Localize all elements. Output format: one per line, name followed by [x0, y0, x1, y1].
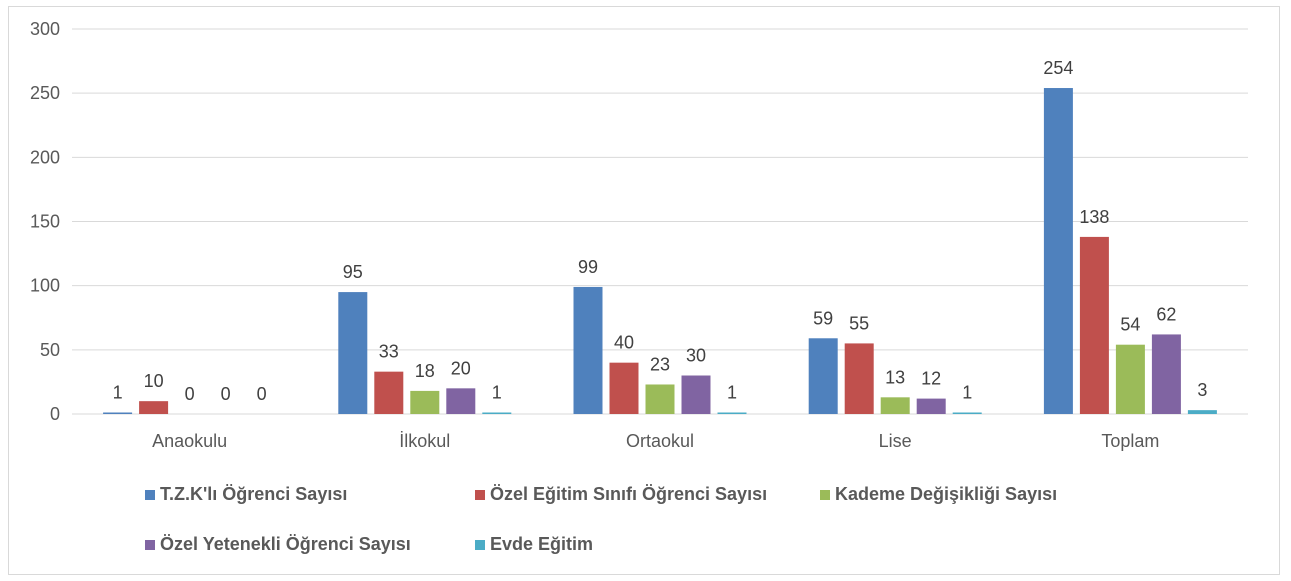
y-tick-label: 250 [30, 83, 60, 103]
legend-swatch [145, 489, 155, 500]
y-tick-label: 50 [40, 340, 60, 360]
legend-label: Özel Eğitim Sınıfı Öğrenci Sayısı [490, 484, 768, 504]
data-label: 54 [1120, 315, 1140, 335]
bar [609, 362, 639, 414]
data-label: 30 [686, 346, 706, 366]
bar [1043, 88, 1073, 415]
bar [446, 388, 476, 414]
y-tick-label: 150 [30, 212, 60, 232]
data-label: 0 [185, 384, 195, 404]
x-category-label: Lise [879, 431, 912, 451]
bar [880, 397, 910, 414]
bar [410, 390, 440, 414]
bar [103, 412, 133, 414]
data-label: 3 [1197, 380, 1207, 400]
legend-item: Özel Eğitim Sınıfı Öğrenci Sayısı [475, 484, 767, 505]
data-label: 20 [451, 358, 471, 378]
legend-label: Evde Eğitim [490, 534, 594, 554]
data-label: 1 [962, 383, 972, 403]
data-labels: 1 10 0 0 0 95 33 18 20 1 99 40 23 30 1 59 55 13 12 1 254 138 5… [113, 58, 1208, 404]
data-label: 1 [113, 383, 123, 403]
legend-label: T.Z.K'lı Öğrenci Sayısı [160, 484, 348, 504]
data-label: 99 [578, 257, 598, 277]
y-tick-label: 100 [30, 276, 60, 296]
y-tick-label: 300 [30, 19, 60, 39]
legend-item: Kademe Değişikliği Sayısı [820, 484, 1057, 505]
y-axis-ticks: 0 50 100 150 200 250 300 [30, 19, 60, 424]
data-label: 33 [379, 342, 399, 362]
data-label: 55 [849, 313, 869, 333]
bar [844, 343, 874, 414]
legend-label: Özel Yetenekli Öğrenci Sayısı [160, 534, 411, 554]
data-label: 59 [813, 308, 833, 328]
bar [681, 375, 711, 414]
bar [916, 398, 946, 414]
data-label: 254 [1043, 58, 1073, 78]
bar [952, 412, 982, 414]
data-label: 13 [885, 367, 905, 387]
data-label: 18 [415, 361, 435, 381]
data-label: 1 [727, 383, 737, 403]
legend-swatch [475, 489, 485, 500]
x-category-label: Toplam [1101, 431, 1159, 451]
bars [103, 88, 1217, 415]
data-label: 62 [1156, 304, 1176, 324]
legend-label: Kademe Değişikliği Sayısı [835, 484, 1058, 504]
legend-item: Özel Yetenekli Öğrenci Sayısı [145, 534, 411, 555]
x-category-label: Anaokulu [152, 431, 227, 451]
bar [139, 401, 169, 414]
data-label: 0 [221, 384, 231, 404]
data-label: 40 [614, 333, 634, 353]
x-category-label: İlkokul [399, 431, 450, 451]
y-tick-label: 200 [30, 147, 60, 167]
x-axis-categories: Anaokulu İlkokul Ortaokul Lise Toplam [152, 431, 1159, 451]
bar [482, 412, 512, 414]
data-label: 138 [1079, 207, 1109, 227]
legend-swatch [820, 489, 830, 500]
legend-swatch [475, 539, 485, 550]
legend-swatch [145, 539, 155, 550]
bar [1187, 410, 1217, 414]
legend-item: Evde Eğitim [475, 534, 593, 555]
data-label: 10 [144, 371, 164, 391]
bar [1115, 344, 1145, 414]
data-label: 95 [343, 262, 363, 282]
bar [645, 384, 675, 414]
x-category-label: Ortaokul [626, 431, 694, 451]
bar [1079, 236, 1109, 414]
bar [338, 292, 368, 414]
bar [573, 286, 603, 414]
data-label: 12 [921, 369, 941, 389]
data-label: 0 [257, 384, 267, 404]
data-label: 1 [492, 383, 502, 403]
bar [1151, 334, 1181, 414]
bar [374, 371, 404, 414]
data-label: 23 [650, 354, 670, 374]
legend-item: T.Z.K'lı Öğrenci Sayısı [145, 484, 347, 505]
y-tick-label: 0 [50, 404, 60, 424]
bar [808, 338, 838, 414]
bar [717, 412, 747, 414]
